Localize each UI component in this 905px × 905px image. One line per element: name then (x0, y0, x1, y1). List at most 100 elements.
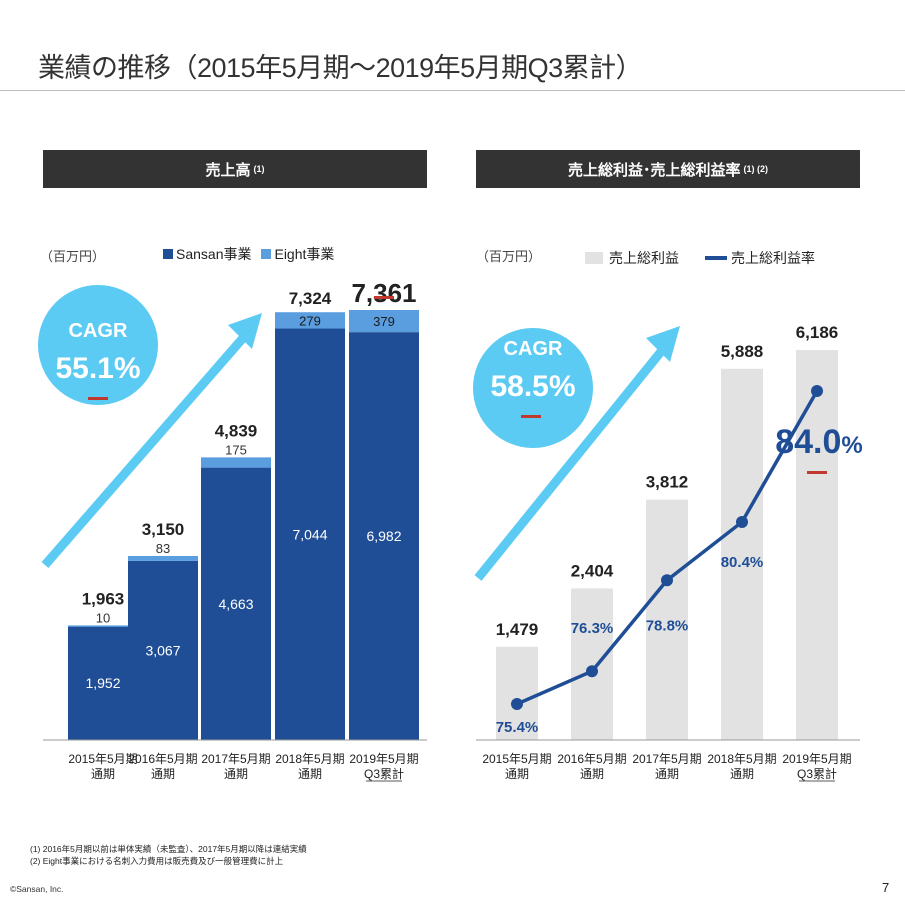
legend-swatch-gross-profit (585, 252, 603, 264)
gross-profit-cagr-value: 58.5% (490, 370, 575, 403)
gross-profit-unit-label: （百万円） (476, 249, 542, 264)
bar-gross-profit (796, 350, 838, 740)
bar-gross-profit (496, 646, 538, 740)
x-tick-label: 通期 (730, 767, 754, 781)
legend-label-gross-profit: 売上総利益 (609, 250, 679, 266)
bar-eight-label: 175 (225, 442, 247, 457)
bar-sansan-label: 7,044 (292, 526, 327, 542)
revenue-growth-arrow-shaft (41, 327, 254, 568)
x-tick-label: 2018年5月期 (275, 752, 344, 766)
latest-margin-marker (807, 471, 827, 474)
gross-margin-label: 78.8% (646, 617, 689, 634)
x-tick-label: 通期 (580, 767, 604, 781)
gross-margin-label: 75.4% (496, 719, 539, 736)
x-tick-label: 2019年5月期 (349, 752, 418, 766)
x-tick-label: 通期 (655, 767, 679, 781)
x-tick-label: 2018年5月期 (707, 752, 776, 766)
bar-sansan (68, 625, 138, 740)
bar-total-label: 7,324 (289, 289, 332, 308)
bar-total-label: 1,963 (82, 589, 125, 608)
x-tick-label: 通期 (151, 767, 175, 781)
revenue-unit-label: （百万円） (40, 249, 106, 264)
bar-sansan-label: 1,952 (85, 675, 120, 691)
bar-gross-profit-label: 2,404 (571, 561, 614, 580)
x-tick-label: Q3累計 (364, 766, 404, 781)
gross-profit-growth-arrow-head (646, 326, 680, 362)
revenue-chart-title-note: (1) (253, 164, 265, 174)
footnote-1: (1) 2016年5月期以前は単体実績（未監査）、2017年5月期以降は連結実績 (30, 844, 307, 854)
legend-label-gross-margin: 売上総利益率 (731, 250, 815, 266)
bar-gross-profit-label: 1,479 (496, 620, 539, 639)
x-tick-label: 2017年5月期 (201, 752, 270, 766)
revenue-cagr-value: 55.1% (55, 352, 140, 385)
footnote-2: (2) Eight事業における名刺入力費用は販売費及び一般管理費に計上 (30, 856, 284, 866)
gross-margin-label: 80.4% (721, 554, 764, 571)
gross-profit-cagr-label: CAGR (504, 338, 563, 360)
legend-label-eight: Eight事業 (274, 246, 335, 262)
legend-swatch-gross-margin (705, 256, 727, 260)
gross-profit-chart-title: 売上総利益･売上総利益率 (567, 161, 741, 179)
title-divider (0, 90, 905, 91)
x-tick-label: 通期 (224, 767, 248, 781)
x-tick-label: Q3累計 (797, 766, 837, 781)
bar-sansan-label: 6,982 (366, 528, 401, 544)
footnotes: (1) 2016年5月期以前は単体実績（未監査）、2017年5月期以降は連結実績… (30, 843, 307, 867)
page-title: 業績の推移（2015年5月期～2019年5月期Q3累計） (38, 53, 643, 83)
revenue-cagr-label: CAGR (69, 320, 128, 342)
legend-swatch-eight (261, 249, 272, 259)
gross-profit-legend: 売上総利益 売上総利益率 (585, 248, 815, 268)
gross-margin-label: 76.3% (571, 620, 614, 637)
x-tick-label: 2015年5月期 (482, 752, 551, 766)
gross-margin-point (586, 665, 598, 678)
latest-total-marker (374, 296, 394, 299)
bar-eight-label: 379 (373, 314, 395, 329)
bar-gross-profit-label: 5,888 (721, 342, 764, 361)
bar-eight-label: 10 (96, 610, 110, 625)
bar-gross-profit-label: 6,186 (796, 323, 839, 342)
bar-total-label: 3,150 (142, 520, 185, 539)
bar-sansan-label: 4,663 (218, 596, 253, 612)
bar-eight-label: 83 (156, 541, 170, 556)
x-tick-label: 通期 (505, 767, 529, 781)
gross-profit-cagr-circle (473, 328, 593, 448)
gross-profit-chart-header: 売上総利益･売上総利益率 (1) (2) (476, 150, 860, 188)
bar-eight (275, 312, 345, 329)
x-tick-label: 2019年5月期 (782, 752, 851, 766)
gross-profit-cagr-marker (521, 415, 541, 418)
gross-margin-point (661, 574, 673, 587)
gross-margin-label: 84.0% (775, 423, 863, 461)
bar-sansan-label: 3,067 (145, 642, 180, 658)
revenue-chart-header: 売上高 (1) (43, 150, 427, 188)
revenue-chart-title: 売上高 (205, 161, 251, 179)
bar-sansan (275, 328, 345, 740)
revenue-growth-arrow-head (228, 313, 262, 349)
x-tick-label: 2017年5月期 (632, 752, 701, 766)
bar-sansan (201, 467, 271, 740)
bar-gross-profit (571, 588, 613, 740)
bar-sansan (128, 560, 198, 740)
revenue-cagr-marker (88, 397, 108, 400)
bar-gross-profit-label: 3,812 (646, 473, 689, 492)
x-tick-label: 2016年5月期 (557, 752, 626, 766)
bar-gross-profit (646, 499, 688, 740)
bar-sansan (349, 332, 419, 740)
legend-label-sansan: Sansan事業 (176, 246, 252, 262)
bar-eight (349, 310, 419, 333)
x-tick-label: 通期 (91, 767, 115, 781)
legend-swatch-sansan (163, 249, 173, 259)
bar-eight (68, 625, 138, 627)
bar-eight-label: 279 (299, 313, 321, 328)
gross-margin-point (736, 516, 748, 529)
gross-profit-growth-arrow-shaft (474, 340, 672, 581)
gross-profit-chart-title-note: (1) (2) (743, 164, 769, 174)
bar-eight (128, 555, 198, 561)
copyright: ©Sansan, Inc. (10, 884, 64, 894)
x-tick-label: 2015年5月期 (68, 752, 137, 766)
bar-total-label: 7,361 (351, 278, 416, 308)
bar-gross-profit (721, 368, 763, 740)
x-tick-label: 通期 (298, 767, 322, 781)
x-tick-label: 2016年5月期 (128, 752, 197, 766)
revenue-cagr-circle (38, 285, 158, 405)
gross-margin-point (811, 385, 823, 397)
